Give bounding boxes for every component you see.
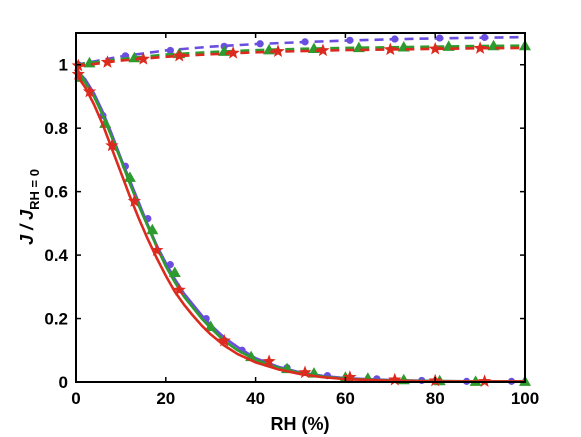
data-point xyxy=(172,282,186,296)
data-point xyxy=(71,67,85,80)
data-point xyxy=(256,40,264,48)
y-tick-label: 0.2 xyxy=(44,310,68,329)
data-point xyxy=(136,52,151,65)
series-line xyxy=(75,68,525,383)
data-point xyxy=(391,35,399,43)
data-point xyxy=(298,365,312,379)
data-point xyxy=(436,34,444,42)
data-point xyxy=(217,333,231,347)
data-point xyxy=(166,46,174,55)
data-point xyxy=(346,36,354,44)
data-point xyxy=(204,320,217,331)
x-tick-label: 100 xyxy=(511,389,539,408)
data-point xyxy=(473,41,487,54)
plot-frame xyxy=(75,32,526,383)
data-point xyxy=(123,171,136,182)
series-line xyxy=(75,44,526,67)
axis-ticks: 0 20 40 60 80 100 0 0.2 0.4 0.6 0.8 1 xyxy=(44,33,539,408)
x-tick-label: 40 xyxy=(246,389,265,408)
data-point xyxy=(383,42,397,56)
data-point xyxy=(271,44,285,58)
data-point xyxy=(127,194,142,207)
y-axis-label: J / JRH = 0 xyxy=(17,169,42,245)
y-tick-label: 0.8 xyxy=(44,119,68,138)
x-tick-label: 20 xyxy=(156,389,175,408)
data-point xyxy=(150,243,164,256)
data-point xyxy=(105,138,119,152)
data-point xyxy=(262,354,276,368)
data-point xyxy=(343,370,357,383)
series-line xyxy=(74,73,525,383)
series-0 xyxy=(74,33,526,69)
data-point xyxy=(316,43,330,57)
data-point xyxy=(146,223,159,235)
data-point xyxy=(226,45,240,59)
x-tick-label: 80 xyxy=(426,389,445,408)
x-axis-label: RH (%) xyxy=(271,414,330,434)
y-axis-label-main: J / J xyxy=(17,209,37,245)
y-tick-label: 0.6 xyxy=(44,183,68,202)
y-tick-label: 0.4 xyxy=(44,246,68,265)
data-point xyxy=(172,48,186,62)
series-line xyxy=(75,46,526,68)
data-point xyxy=(301,38,309,46)
y-tick-label: 0 xyxy=(59,373,68,392)
data-point xyxy=(168,266,181,278)
y-axis-label-subscript: RH = 0 xyxy=(27,169,42,210)
chart-marks xyxy=(71,33,531,388)
data-point xyxy=(82,84,97,98)
data-point xyxy=(100,55,115,68)
svg-text:J / JRH = 0: J / JRH = 0 xyxy=(17,169,42,245)
y-tick-label: 1 xyxy=(59,56,68,75)
x-tick-label: 60 xyxy=(336,389,355,408)
data-point xyxy=(480,33,489,42)
data-point xyxy=(428,41,442,55)
data-point xyxy=(166,261,174,269)
series-line xyxy=(75,35,526,67)
x-tick-label: 0 xyxy=(71,389,80,408)
data-point xyxy=(477,374,492,388)
series-5 xyxy=(71,67,525,388)
data-point xyxy=(388,372,402,386)
